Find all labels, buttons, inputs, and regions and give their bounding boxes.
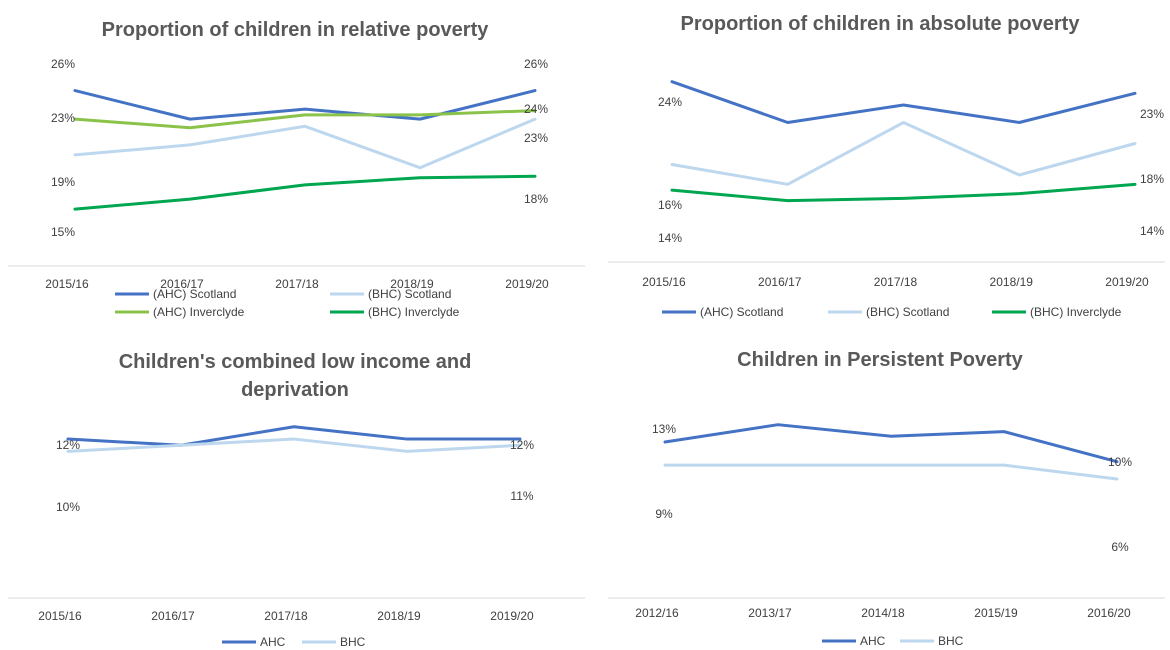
x-tick-label: 2012/16: [635, 606, 679, 620]
chart-svg: Children in Persistent Poverty 2012/16 201…: [608, 349, 1165, 648]
series-line-bhc-scotland: [670, 121, 1137, 186]
series-line-ahc: [663, 423, 1119, 464]
series-line-bhc: [663, 463, 1119, 481]
data-label: 24%: [524, 102, 548, 116]
data-label: 15%: [51, 225, 75, 239]
x-tick-label: 2018/19: [377, 609, 421, 623]
chart-persistent-poverty: Children in Persistent Poverty 2012/16 201…: [590, 330, 1170, 650]
x-tick-label: 2016/20: [1087, 606, 1131, 620]
chart-title: Children's combined low income and: [119, 351, 472, 373]
chart-svg: Proportion of children in absolute pover…: [608, 13, 1165, 319]
data-label: 26%: [524, 57, 548, 71]
x-tick-label: 2019/20: [505, 277, 549, 291]
series-line-bhc-scotland: [73, 117, 537, 170]
series-line-ahc-scotland: [670, 80, 1137, 124]
legend-label: (BHC) Scotland: [368, 287, 451, 301]
chart-title: Proportion of children in relative pover…: [102, 19, 490, 41]
data-label: 16%: [658, 198, 682, 212]
chart-relative-poverty: Proportion of children in relative pover…: [0, 0, 590, 330]
data-label: 10%: [1108, 455, 1132, 469]
chart-svg: Proportion of children in relative pover…: [8, 19, 585, 319]
x-tick-label: 2019/20: [490, 609, 534, 623]
legend-label: (AHC) Inverclyde: [153, 305, 245, 319]
legend-label: (AHC) Scotland: [700, 305, 783, 319]
series-line-bhc-inverclyde: [670, 182, 1137, 203]
x-tick-label: 2015/16: [642, 275, 686, 289]
legend-label: (BHC) Inverclyde: [368, 305, 460, 319]
x-tick-label: 2016/17: [151, 609, 195, 623]
x-tick-label: 2019/20: [1105, 275, 1149, 289]
data-label: 14%: [1140, 224, 1164, 238]
data-label: 23%: [524, 131, 548, 145]
data-label: 13%: [652, 422, 676, 436]
legend-label: BHC: [340, 635, 366, 649]
chart-low-income-deprivation: Children's combined low income and depriv…: [0, 330, 590, 650]
x-tick-label: 2013/17: [748, 606, 792, 620]
data-label: 18%: [1140, 172, 1164, 186]
series-line-ahc: [66, 425, 522, 447]
series-line-bhc: [66, 437, 522, 453]
chart-title: Proportion of children in absolute pover…: [681, 13, 1081, 35]
x-tick-label: 2018/19: [990, 275, 1034, 289]
x-tick-label: 2015/16: [38, 609, 82, 623]
series-line-ahc-inverclyde: [73, 109, 537, 130]
data-label: 14%: [658, 231, 682, 245]
x-tick-label: 2017/18: [275, 277, 319, 291]
chart-svg: Children's combined low income and depriv…: [8, 351, 585, 649]
series-line-bhc-inverclyde: [73, 174, 537, 211]
x-tick-label: 2015/19: [974, 606, 1018, 620]
data-label: 26%: [51, 57, 75, 71]
x-tick-label: 2014/18: [861, 606, 905, 620]
chart-title: deprivation: [241, 379, 349, 401]
legend-label: (BHC) Scotland: [866, 305, 949, 319]
x-tick-label: 2016/17: [758, 275, 802, 289]
data-label: 23%: [1140, 107, 1164, 121]
data-label: 10%: [56, 500, 80, 514]
x-tick-label: 2018/19: [390, 277, 434, 291]
x-tick-label: 2016/17: [160, 277, 204, 291]
legend-label: BHC: [938, 634, 964, 648]
data-label: 6%: [1111, 540, 1129, 554]
data-label: 11%: [510, 489, 533, 503]
data-label: 19%: [51, 175, 75, 189]
legend-label: AHC: [260, 635, 286, 649]
series-line-ahc-scotland: [73, 89, 537, 121]
data-label: 9%: [655, 507, 673, 521]
chart-title: Children in Persistent Poverty: [737, 349, 1024, 371]
chart-absolute-poverty: Proportion of children in absolute pover…: [590, 0, 1170, 330]
data-label: 24%: [658, 95, 682, 109]
x-tick-label: 2017/18: [264, 609, 308, 623]
legend-label: (AHC) Scotland: [153, 287, 236, 301]
legend-label: AHC: [860, 634, 886, 648]
data-label: 23%: [51, 111, 75, 125]
x-tick-label: 2017/18: [874, 275, 918, 289]
legend-label: (BHC) Inverclyde: [1030, 305, 1122, 319]
data-label: 12%: [56, 438, 80, 452]
data-label: 18%: [524, 192, 548, 206]
data-label: 12%: [510, 438, 534, 452]
x-tick-label: 2015/16: [45, 277, 89, 291]
